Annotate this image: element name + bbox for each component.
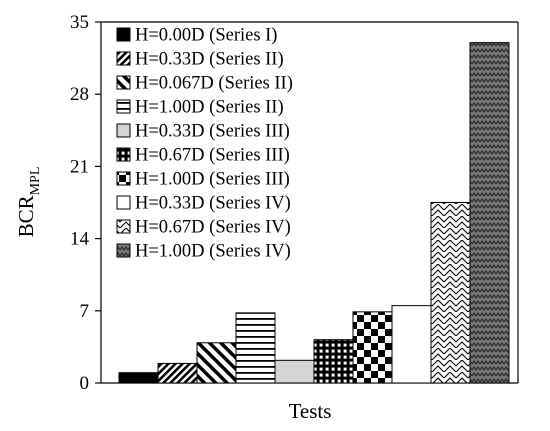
y-axis-title-subscript: MPL — [28, 167, 43, 196]
legend: H=0.00D (Series I) H=0.33D (Series II) H=0… — [116, 26, 293, 262]
y-tick-label: 35 — [70, 12, 89, 33]
legend-swatch — [116, 195, 131, 210]
legend-swatch — [116, 27, 131, 42]
y-axis-ticks: 0 7 14 21 28 35 — [70, 12, 101, 394]
legend-swatch — [116, 219, 131, 234]
legend-swatch — [116, 147, 131, 162]
bar — [352, 311, 393, 384]
bar — [196, 342, 237, 384]
legend-swatch — [116, 99, 131, 114]
legend-swatch — [116, 243, 131, 258]
legend-label: H=0.067D (Series II) — [135, 74, 293, 94]
y-axis-title: BCRMPL — [14, 167, 43, 238]
y-axis-title-main: BCR — [14, 195, 38, 237]
x-axis-title: Tests — [289, 399, 332, 423]
bar — [313, 339, 354, 384]
legend-label: H=0.67D (Series III) — [135, 146, 290, 166]
bar — [430, 202, 471, 384]
legend-label: H=0.33D (Series II) — [135, 50, 284, 70]
y-tick-label: 0 — [80, 373, 90, 394]
bar — [235, 312, 276, 384]
legend-swatch — [116, 123, 131, 138]
legend-swatch — [116, 171, 131, 186]
legend-label: H=1.00D (Series IV) — [135, 242, 291, 262]
bar-series — [118, 42, 510, 384]
legend-label: H=1.00D (Series III) — [135, 170, 290, 190]
bar — [118, 372, 159, 384]
bar — [274, 359, 315, 384]
y-tick-label: 28 — [70, 84, 89, 105]
legend-label: H=0.33D (Series III) — [135, 122, 290, 142]
legend-swatch — [116, 51, 131, 66]
bar — [469, 42, 510, 384]
y-tick-label: 21 — [70, 156, 89, 177]
bar — [157, 362, 198, 384]
legend-label: H=0.67D (Series IV) — [135, 218, 291, 238]
bar — [391, 305, 432, 384]
legend-label: H=0.00D (Series I) — [135, 26, 277, 46]
legend-swatch — [116, 75, 131, 90]
legend-label: H=1.00D (Series II) — [135, 98, 284, 118]
legend-label: H=0.33D (Series IV) — [135, 194, 291, 214]
y-tick-label: 7 — [80, 301, 90, 322]
y-tick-label: 14 — [70, 229, 90, 250]
